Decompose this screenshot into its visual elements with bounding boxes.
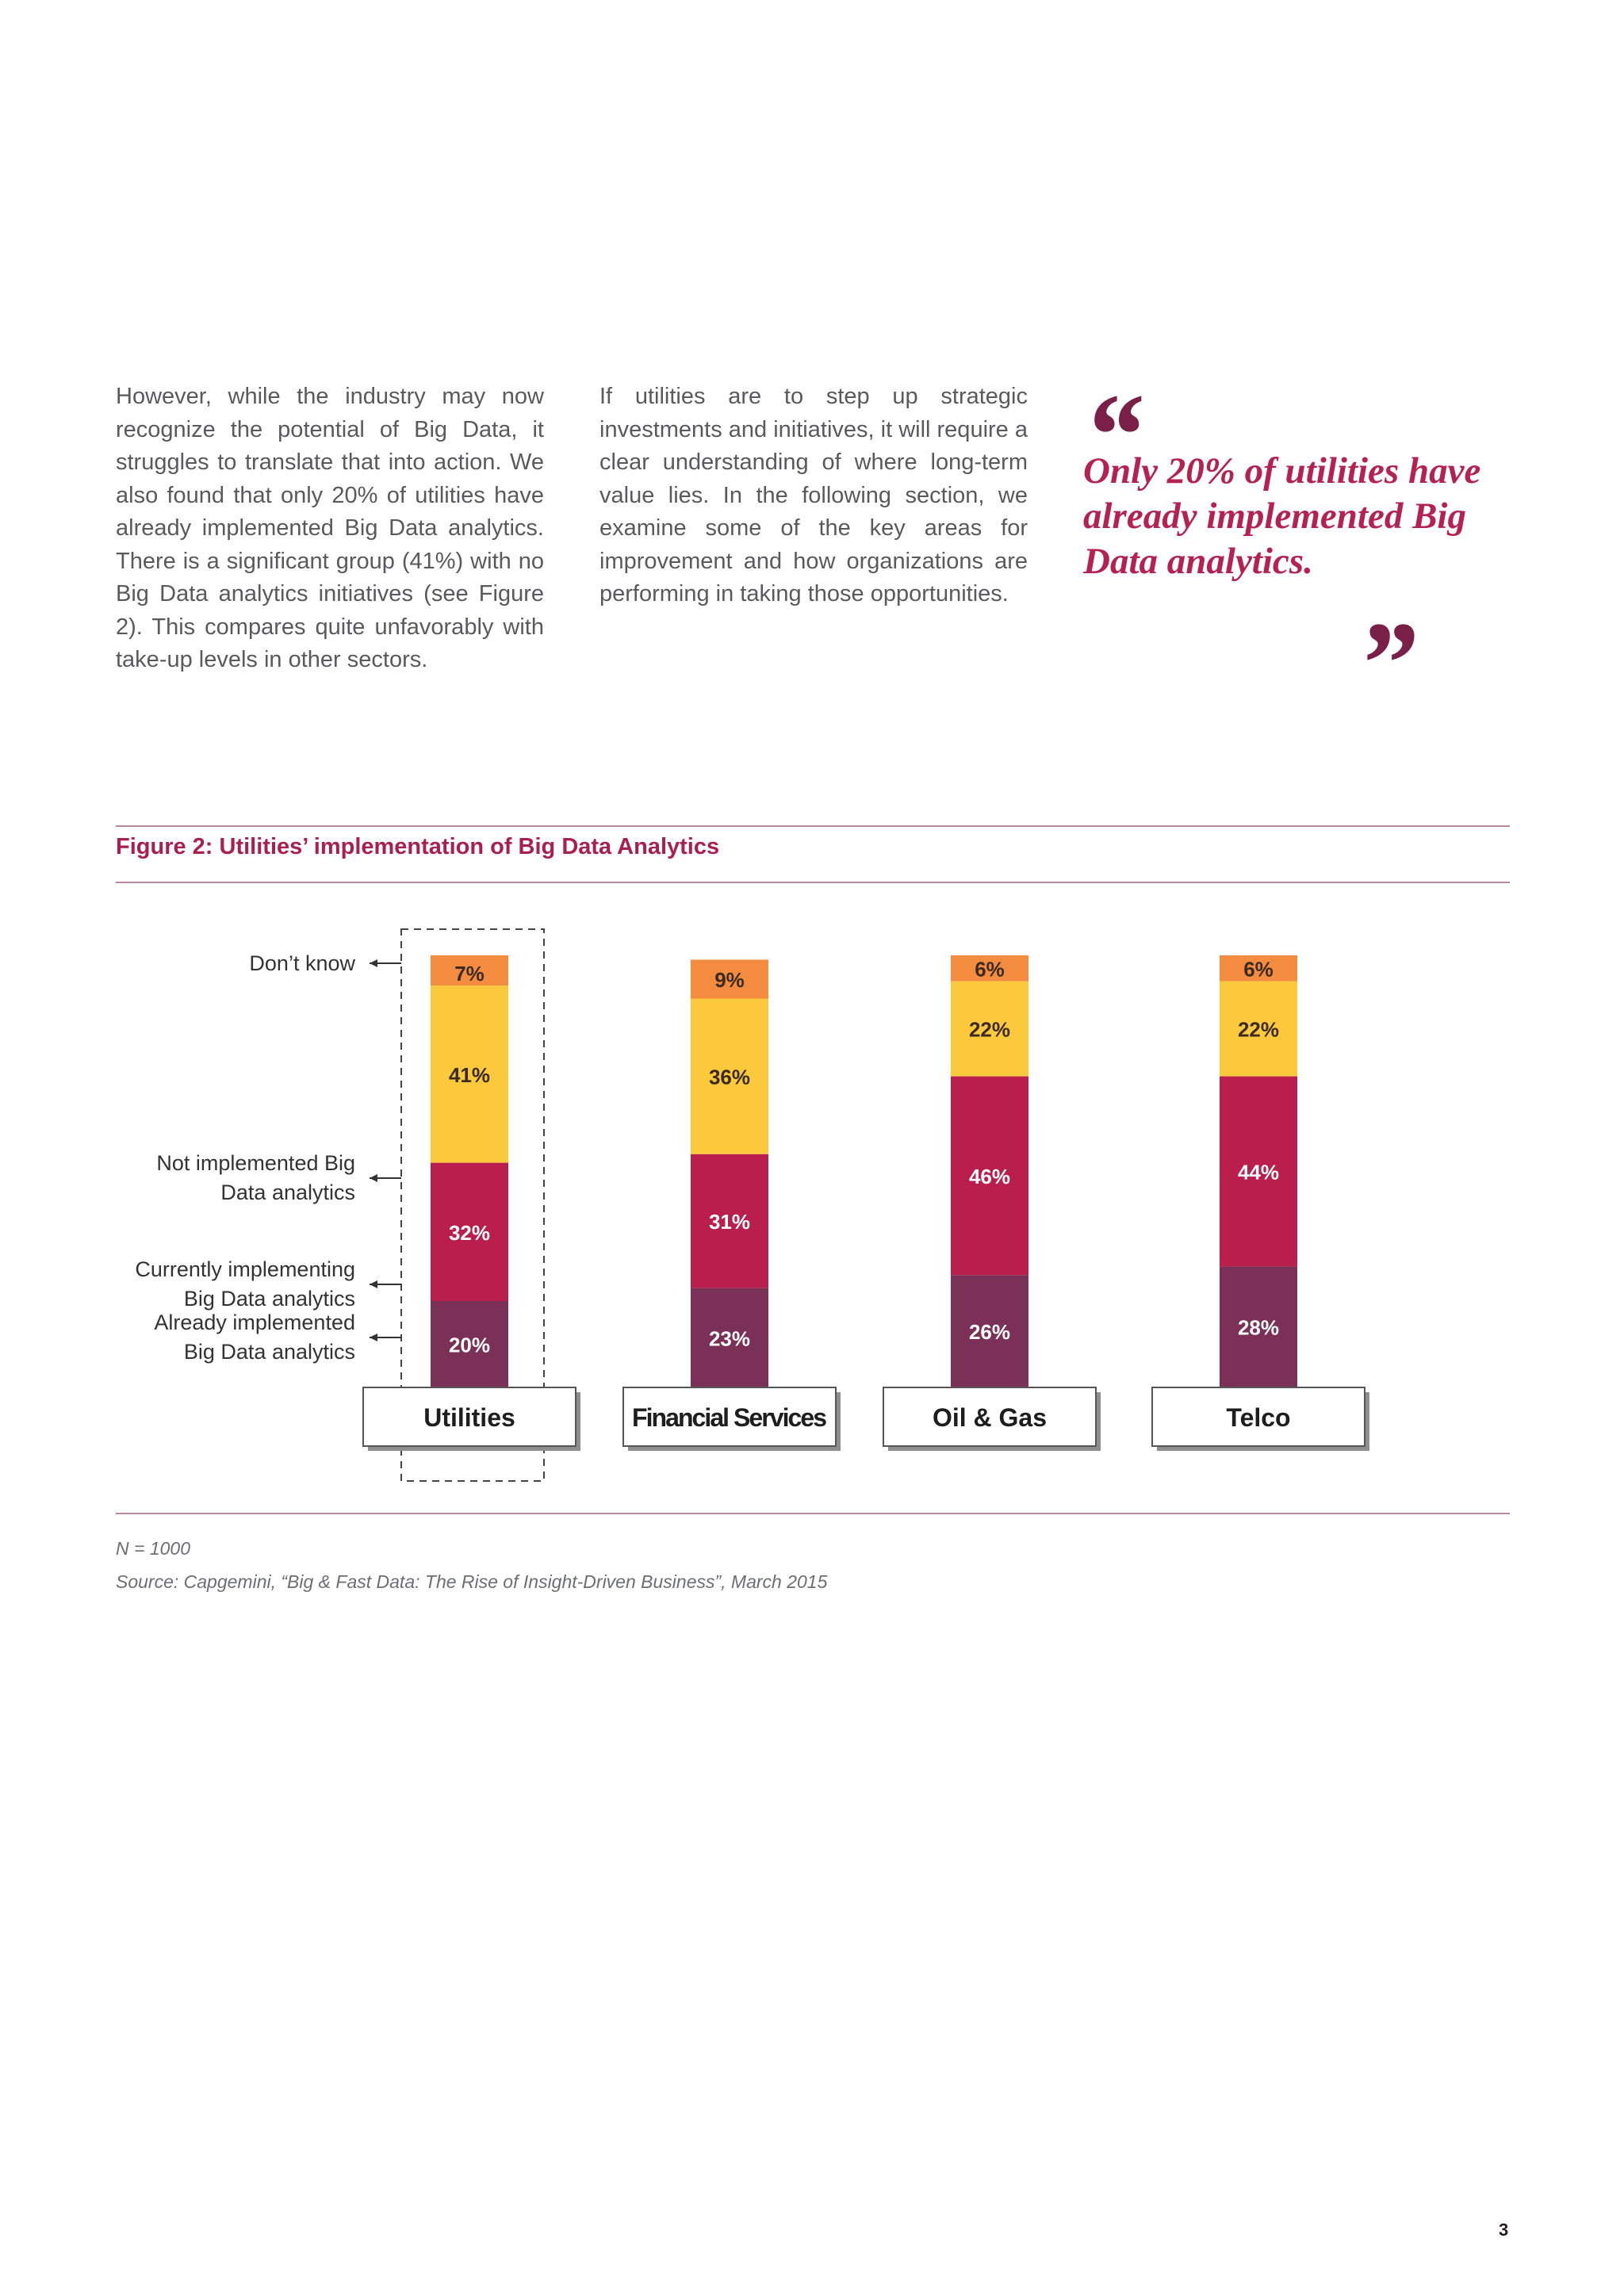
highlight-box [400, 928, 545, 1482]
data-label: 6% [1243, 958, 1274, 982]
figure-top-rule [116, 825, 1510, 827]
bar-segment [691, 998, 768, 1154]
category-box [883, 1387, 1097, 1447]
data-label: 41% [449, 1063, 490, 1087]
data-label: 36% [709, 1066, 750, 1089]
bar-segment [691, 1288, 768, 1387]
data-label: 6% [975, 958, 1005, 982]
bar-segment [951, 1275, 1028, 1387]
bar-segment [951, 981, 1028, 1077]
body-column-right: If utilities are to step up strategic in… [599, 384, 1028, 607]
bar-segment [1220, 981, 1297, 1077]
figure-bottom-rule [116, 1513, 1510, 1514]
legend-arrowhead [370, 1334, 377, 1341]
data-label: 22% [1238, 1018, 1279, 1042]
page-number: 3 [1499, 2220, 1509, 2240]
close-quote-mark: ” [1357, 598, 1416, 729]
bar-segment [691, 959, 768, 999]
category-box [362, 1387, 576, 1447]
bar-segment [1220, 1076, 1297, 1267]
bar-segment [431, 1301, 508, 1387]
bar-segment [951, 1076, 1028, 1276]
data-label: 44% [1238, 1161, 1279, 1184]
legend-arrowhead [370, 1174, 377, 1182]
legend-label: Already implemented [154, 1311, 355, 1334]
data-label: 9% [714, 968, 745, 992]
legend-label: Currently implementing [135, 1257, 355, 1281]
data-label: 22% [969, 1018, 1010, 1042]
data-label: 23% [709, 1326, 750, 1350]
bar-segment [431, 1162, 508, 1301]
legend-label: Don’t know [249, 951, 355, 975]
data-label: 32% [449, 1221, 490, 1245]
category-box [1151, 1387, 1365, 1447]
body-column-left: However, while the industry may now reco… [116, 384, 544, 672]
legend-label: Not implemented Big [156, 1151, 355, 1175]
category-box [622, 1387, 837, 1447]
sample-size-note: N = 1000 [116, 1538, 190, 1559]
category-label: Oil & Gas [933, 1403, 1047, 1432]
data-label: 7% [454, 962, 485, 985]
data-label: 26% [969, 1320, 1010, 1344]
data-label: 46% [969, 1165, 1010, 1188]
open-quote-mark: “ [1083, 369, 1143, 501]
legend-label: Data analytics [220, 1181, 355, 1204]
category-label: Telco [1226, 1403, 1290, 1432]
figure-title-rule [116, 882, 1510, 883]
pull-quote-text: Only 20% of utilities have already imple… [1083, 450, 1481, 582]
legend-arrowhead [370, 1280, 377, 1288]
legend-label: Big Data analytics [184, 1287, 355, 1311]
legend-arrowhead [370, 959, 377, 967]
bar-segment [431, 955, 508, 986]
legend-label: Big Data analytics [184, 1340, 355, 1364]
data-label: 31% [709, 1210, 750, 1234]
bar-segment [691, 1154, 768, 1288]
bar-segment [1220, 1266, 1297, 1387]
bar-segment [1220, 955, 1297, 982]
category-label: Financial Services [632, 1403, 827, 1432]
figure-title: Figure 2: Utilities’ implementation of B… [116, 834, 720, 859]
bar-segment [431, 985, 508, 1163]
stacked-bar-chart: 20% 32% 41% 7% Utilities 23% 31% 36% 9% Financial… [135, 928, 1369, 1482]
source-note: Source: Capgemini, “Big & Fast Data: The… [116, 1571, 828, 1592]
category-label: Utilities [423, 1403, 515, 1432]
data-label: 20% [449, 1334, 490, 1357]
bar-segment [951, 955, 1028, 982]
data-label: 28% [1238, 1316, 1279, 1340]
